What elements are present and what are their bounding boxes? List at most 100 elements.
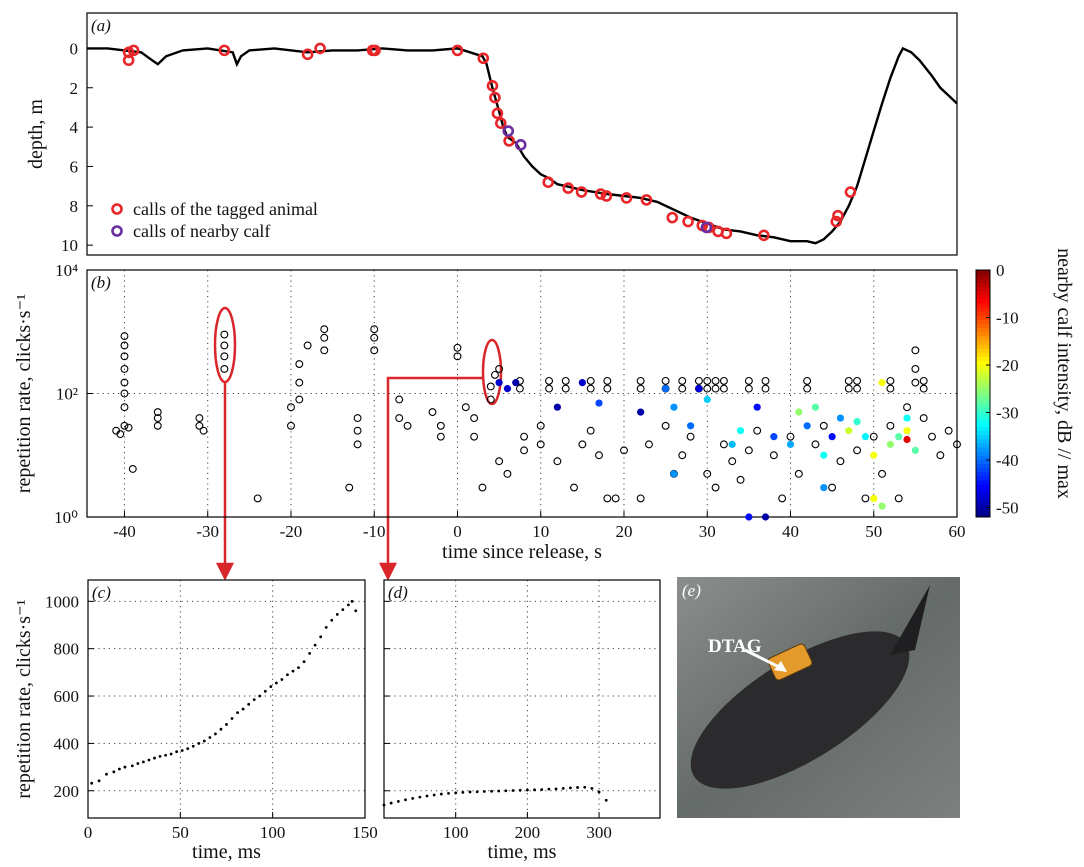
highlight-ellipse — [213, 306, 237, 384]
data-point — [120, 352, 129, 361]
data-point — [886, 384, 895, 393]
tag-arrowhead — [774, 661, 787, 672]
data-point — [611, 494, 620, 503]
data-point — [728, 457, 737, 466]
colorbar-segment — [976, 455, 990, 460]
data-point — [130, 764, 134, 768]
data-point — [919, 414, 928, 423]
data-point — [853, 384, 862, 393]
data-point — [439, 792, 443, 796]
data-point — [578, 440, 587, 449]
data-point — [214, 732, 217, 736]
colorbar-tick-label: -20 — [996, 356, 1019, 375]
data-point — [461, 791, 465, 794]
colorbar-tick-label: -40 — [996, 451, 1019, 470]
plot-frame — [86, 12, 958, 256]
data-point — [404, 798, 407, 802]
data-point — [753, 426, 762, 435]
data-point — [936, 451, 945, 460]
x-tick-label: 40 — [782, 522, 799, 541]
x-axis-label: time, ms — [192, 841, 261, 863]
data-point — [346, 603, 350, 607]
data-point — [830, 215, 843, 228]
data-point — [928, 432, 936, 441]
data-point — [911, 378, 920, 387]
data-point — [703, 384, 712, 393]
chart-panel: 0 50 100 150 200 400 600 800 1000 (c) repetition r… — [13, 579, 378, 863]
data-point — [636, 376, 645, 385]
data-point — [504, 789, 508, 793]
y-tick-label: 1000 — [45, 592, 79, 611]
colorbar-segment — [976, 290, 990, 296]
calf-point — [820, 451, 828, 459]
data-point — [686, 432, 695, 441]
data-point — [736, 475, 745, 484]
calf-point — [761, 513, 770, 521]
data-point — [703, 469, 712, 478]
colorbar-segment — [976, 508, 990, 514]
y-axis-label: repetition rate, clicks·s⁻¹ — [13, 294, 35, 493]
data-point — [253, 494, 262, 503]
data-point — [853, 446, 862, 455]
data-point — [470, 432, 479, 441]
data-point — [153, 414, 162, 423]
data-point — [470, 414, 479, 423]
data-point — [353, 426, 362, 435]
colorbar-segment — [976, 496, 990, 502]
colorbar-segment — [976, 492, 990, 497]
data-point — [620, 446, 628, 455]
calf-point — [503, 385, 512, 393]
data-point — [218, 44, 231, 57]
data-point — [836, 457, 845, 466]
data-point — [494, 117, 507, 129]
colorbar-segment — [976, 286, 990, 292]
colorbar-segment — [976, 315, 990, 320]
data-point — [127, 44, 140, 57]
colorbar-segment — [976, 451, 990, 456]
data-point — [389, 801, 393, 805]
x-tick-label: -20 — [280, 522, 303, 541]
data-point — [291, 669, 295, 673]
data-point — [661, 421, 670, 430]
data-point — [153, 421, 162, 430]
tag-label: DTAG — [708, 636, 762, 657]
legend-label: calls of the tagged animal — [133, 199, 318, 219]
data-point — [525, 788, 529, 792]
colorbar-segment — [976, 302, 990, 308]
data-point — [640, 194, 653, 206]
data-point — [586, 384, 595, 393]
data-point — [911, 346, 920, 355]
data-point — [105, 772, 108, 776]
y-tick-label: 600 — [54, 687, 80, 706]
data-point — [320, 325, 329, 334]
data-point — [645, 440, 653, 449]
legend-marker — [111, 225, 123, 237]
data-point — [382, 803, 386, 807]
colorbar-tick-label: 0 — [996, 261, 1005, 280]
data-point — [158, 755, 162, 758]
data-point — [418, 795, 422, 799]
calf-point — [770, 433, 778, 441]
data-point — [536, 440, 545, 449]
colorbar-segment — [976, 274, 990, 279]
data-point — [153, 408, 162, 417]
colorbar-segment — [976, 311, 990, 316]
x-axis-label: time since release, s — [442, 541, 602, 563]
colorbar-segment — [976, 344, 990, 349]
data-point — [425, 794, 429, 798]
data-point — [164, 753, 167, 757]
colorbar-segment — [976, 381, 990, 386]
plot-frame — [86, 269, 958, 518]
highlights — [213, 306, 503, 581]
data-point — [341, 608, 345, 612]
calf-point — [553, 403, 561, 411]
data-point — [128, 464, 137, 473]
data-point — [597, 790, 601, 794]
data-point — [700, 221, 713, 234]
data-point — [287, 403, 295, 412]
chart-panel: 100 200 300 (d) time, ms — [382, 579, 661, 863]
data-point — [570, 483, 578, 492]
data-point — [120, 378, 129, 387]
x-tick-label: 30 — [699, 522, 716, 541]
